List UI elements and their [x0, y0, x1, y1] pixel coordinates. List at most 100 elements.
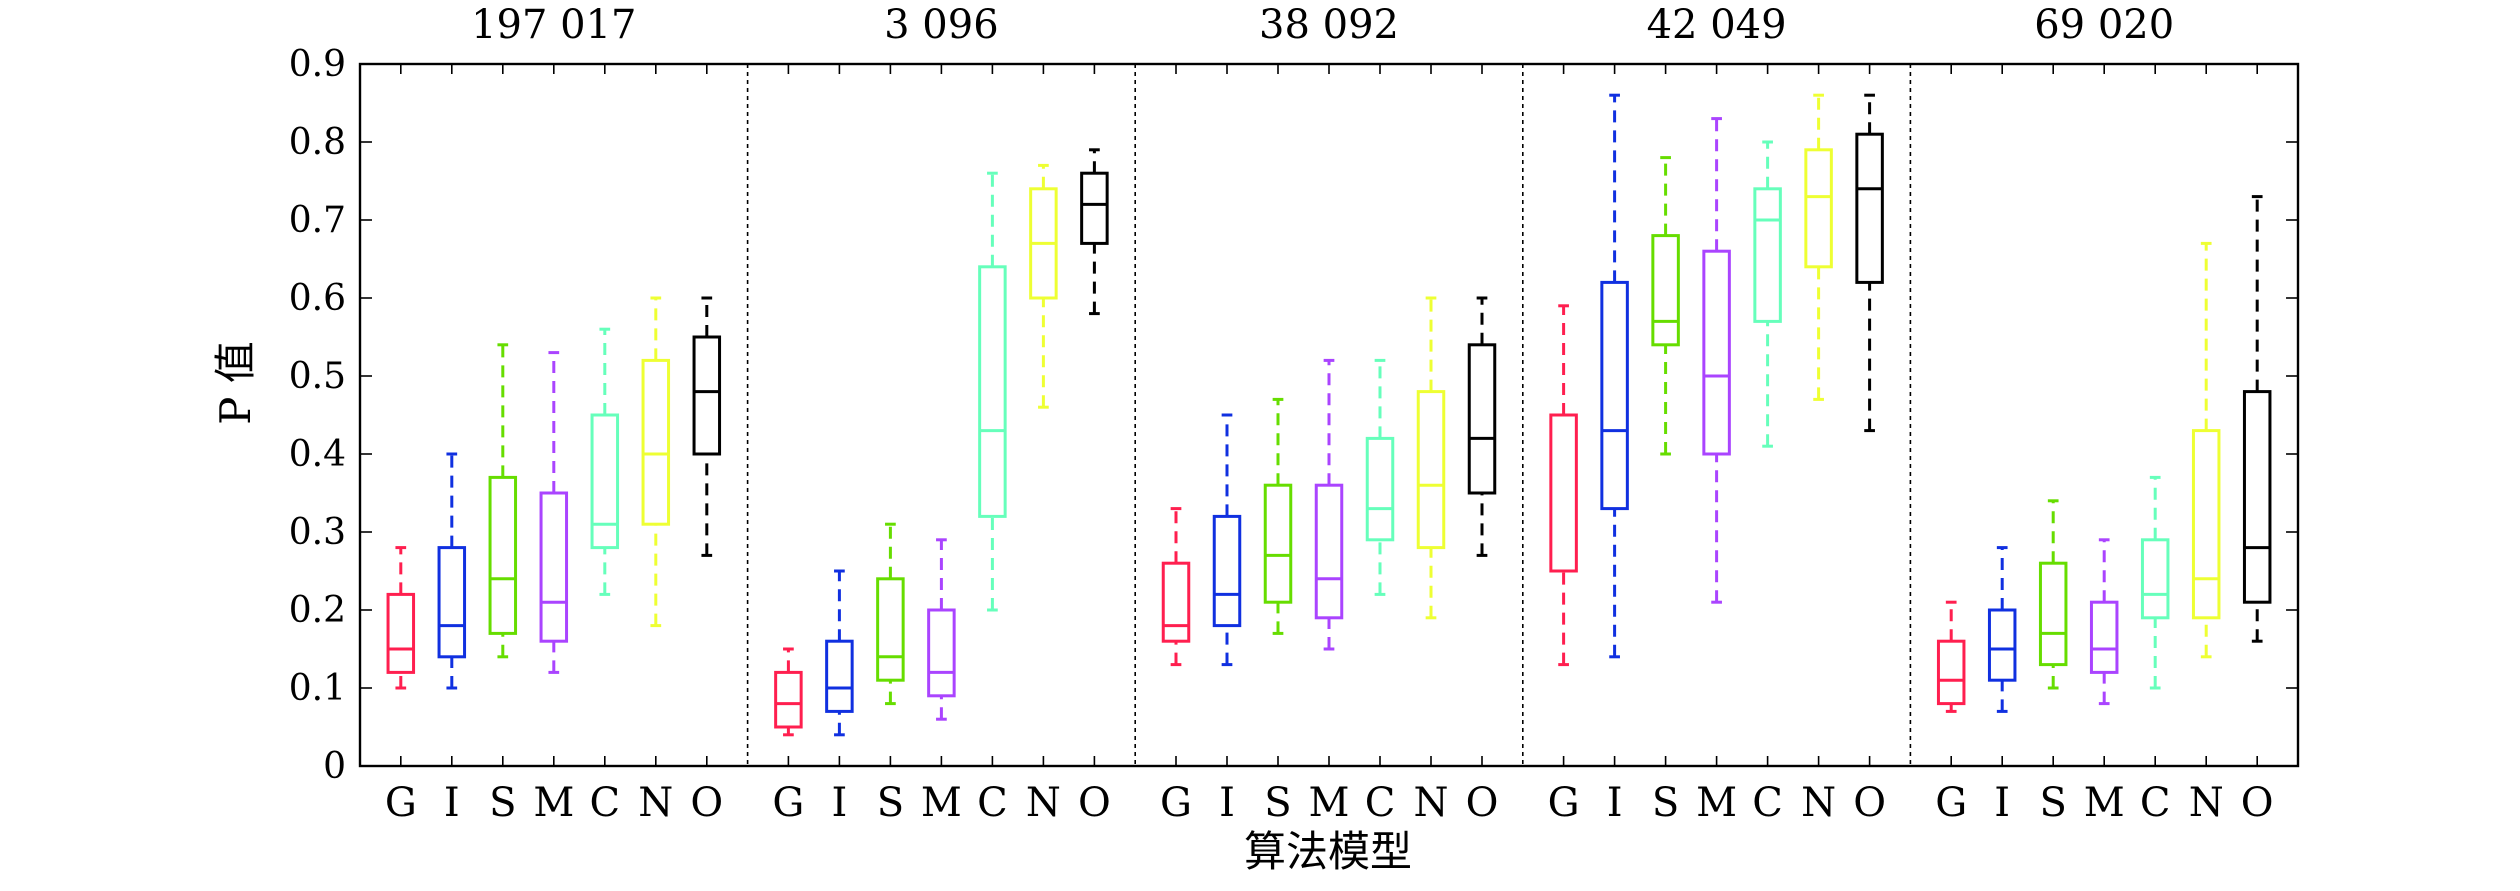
- box-iqr: [2191, 429, 2221, 620]
- box-S: [876, 522, 905, 706]
- x-tick-label: N: [1801, 780, 1836, 826]
- box-iqr: [825, 639, 854, 713]
- box-iqr: [2089, 600, 2119, 674]
- box-N: [641, 296, 671, 628]
- x-tick-label: I: [1219, 780, 1235, 826]
- y-tick-label: 0: [323, 746, 346, 787]
- y-tick-label: 0.2: [289, 590, 346, 631]
- box-iqr: [590, 413, 620, 550]
- box-O: [1467, 296, 1497, 557]
- x-tick-label: O: [1078, 780, 1111, 826]
- box-iqr: [1549, 413, 1578, 573]
- box-S: [488, 343, 518, 659]
- y-tick-label: 0.3: [289, 512, 346, 553]
- box-M: [1702, 117, 1731, 604]
- panel-layer: [746, 64, 1912, 766]
- box-iqr: [1080, 171, 1109, 245]
- box-N: [1029, 163, 1058, 409]
- x-tick-label: I: [831, 780, 847, 826]
- box-iqr: [539, 491, 569, 643]
- box-C: [2140, 475, 2170, 690]
- x-tick-label: N: [1414, 780, 1449, 826]
- box-iqr: [774, 670, 803, 729]
- x-tick-label: S: [1264, 780, 1291, 826]
- y-tick-label: 0.9: [289, 44, 346, 85]
- box-I: [825, 569, 854, 737]
- box-O: [692, 296, 722, 557]
- group-title: 38 092: [1259, 2, 1399, 48]
- box-N: [1804, 93, 1833, 401]
- box-iqr: [1314, 483, 1344, 620]
- x-tick-label: S: [877, 780, 904, 826]
- y-tick-label: 0.7: [289, 200, 346, 241]
- x-tick-label: G: [1160, 780, 1192, 826]
- x-tick-label: C: [1752, 780, 1783, 826]
- y-tick-label: 0.5: [289, 356, 346, 397]
- group-title: 69 020: [2034, 2, 2174, 48]
- x-tick-label: M: [2084, 780, 2125, 826]
- x-tick-label: M: [921, 780, 962, 826]
- box-C: [590, 327, 620, 596]
- x-tick-label: O: [690, 780, 723, 826]
- box-iqr: [2140, 538, 2170, 620]
- box-O: [1080, 148, 1109, 316]
- box-iqr: [927, 608, 956, 698]
- box-I: [1600, 93, 1629, 659]
- x-tick-label: O: [1853, 780, 1886, 826]
- box-M: [927, 538, 956, 721]
- box-M: [539, 351, 569, 674]
- x-tick-label: S: [1652, 780, 1679, 826]
- box-iqr: [1753, 187, 1782, 323]
- box-G: [386, 546, 416, 690]
- box-iqr: [1702, 249, 1731, 456]
- plot-frame: [358, 62, 2300, 768]
- box-M: [1314, 358, 1344, 651]
- box-iqr: [1987, 608, 2017, 682]
- box-S: [2038, 499, 2068, 690]
- y-tick-label: 0.6: [289, 278, 346, 319]
- x-tick-label: G: [772, 780, 804, 826]
- box-iqr: [1365, 436, 1395, 542]
- x-tick-label: C: [2140, 780, 2171, 826]
- y-tick-label: 0.8: [289, 122, 346, 163]
- box-G: [774, 647, 803, 737]
- box-iqr: [488, 475, 518, 635]
- y-tick-label: 0.1: [289, 668, 346, 709]
- box-I: [1987, 546, 2017, 713]
- x-tick-label: G: [1935, 780, 1967, 826]
- box-C: [1753, 140, 1782, 448]
- box-N: [2191, 241, 2221, 659]
- box-G: [1936, 600, 1966, 713]
- x-axis-title: 算法模型: [1244, 827, 1412, 876]
- x-tick-label: S: [2039, 780, 2066, 826]
- box-iqr: [1161, 561, 1191, 643]
- box-iqr: [437, 546, 467, 659]
- x-tick-label: I: [1994, 780, 2010, 826]
- x-tick-label: I: [1607, 780, 1623, 826]
- x-tick-label: N: [638, 780, 673, 826]
- y-axis-title: P 值: [211, 341, 260, 425]
- group-title: 197 017: [471, 2, 636, 48]
- box-iqr: [1600, 280, 1629, 511]
- box-iqr: [1855, 132, 1884, 284]
- box-N: [1416, 296, 1446, 620]
- box-iqr: [1804, 148, 1833, 269]
- group-title: 3 096: [884, 2, 999, 48]
- box-G: [1161, 507, 1191, 667]
- x-tick-label: N: [1026, 780, 1061, 826]
- x-tick-label: C: [977, 780, 1008, 826]
- box-iqr: [1263, 483, 1293, 604]
- box-iqr: [386, 592, 416, 674]
- box-iqr: [692, 335, 722, 456]
- box-iqr: [2242, 390, 2272, 604]
- x-tick-label: M: [533, 780, 574, 826]
- x-tick-label: M: [1309, 780, 1350, 826]
- box-layer: [386, 93, 2272, 737]
- box-I: [437, 452, 467, 690]
- x-tick-label: G: [385, 780, 417, 826]
- box-iqr: [1936, 639, 1966, 706]
- box-S: [1651, 156, 1680, 456]
